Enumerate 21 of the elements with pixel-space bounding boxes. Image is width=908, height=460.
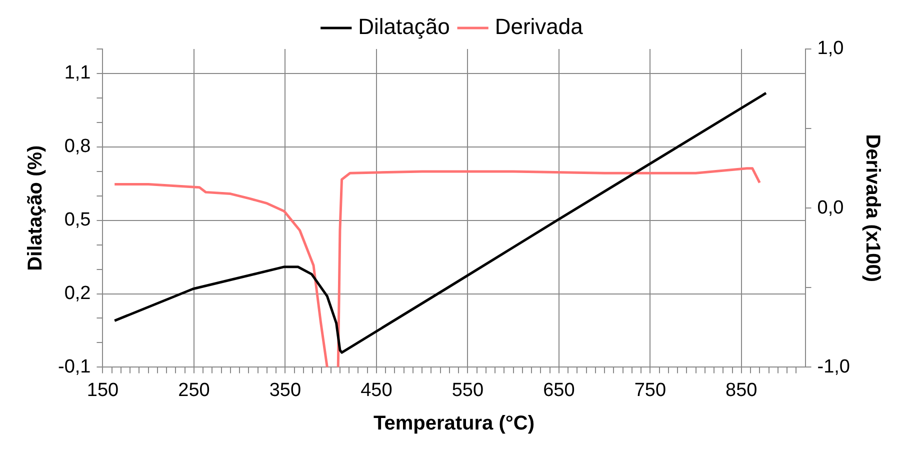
y2-tick-label: 1,0 <box>817 38 844 60</box>
x-tick-label: 550 <box>452 380 484 401</box>
x-tick-label: 750 <box>634 380 666 401</box>
x-tick-label: 650 <box>543 380 575 401</box>
legend-label: Dilatação <box>358 14 450 40</box>
y-tick-label: 0,5 <box>64 210 91 231</box>
y2-axis-title: Derivada (x100) <box>861 134 884 282</box>
x-axis-title: Temperatura (°C) <box>374 412 534 435</box>
x-tick-label: 450 <box>360 380 392 401</box>
y2-tick-label: -1,0 <box>817 356 850 378</box>
x-tick-label: 250 <box>178 380 210 401</box>
y-tick-label: 0,8 <box>64 136 91 158</box>
y-axis-title: Dilatação (%) <box>24 145 47 271</box>
legend-label: Derivada <box>494 14 584 40</box>
y2-tick-label: 0,0 <box>817 197 844 218</box>
y-tick-label: 1,1 <box>64 62 91 84</box>
x-tick-label: 150 <box>86 380 119 401</box>
y-tick-label: 0,2 <box>64 283 91 304</box>
y-tick-label: -0,1 <box>58 356 91 378</box>
x-tick-label: 850 <box>726 380 758 401</box>
x-tick-label: 350 <box>269 380 302 401</box>
